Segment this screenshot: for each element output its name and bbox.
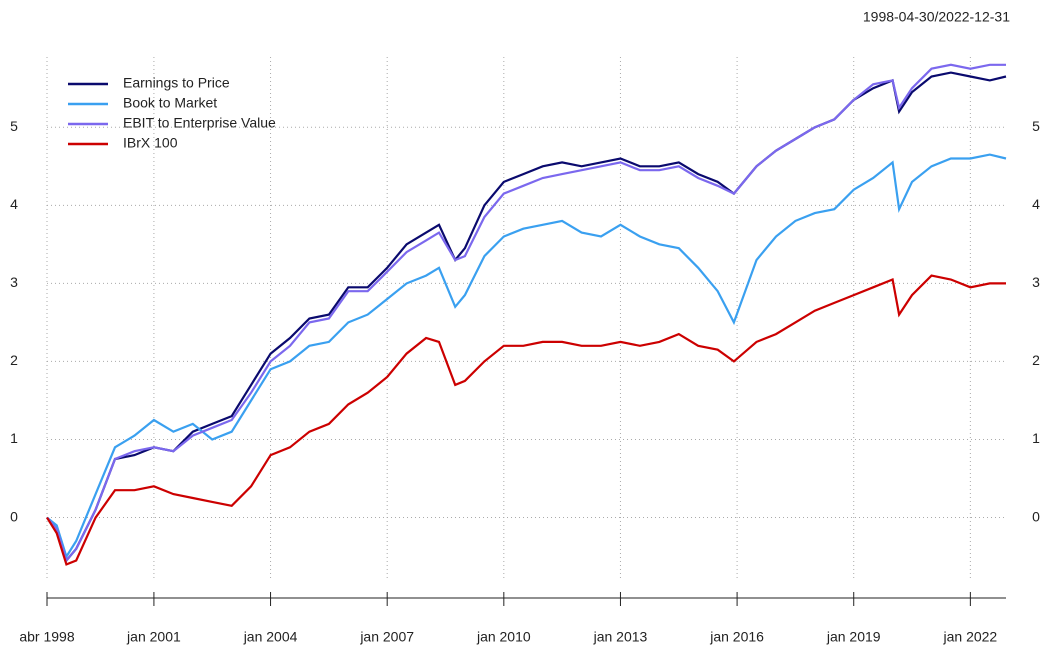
legend-label: EBIT to Enterprise Value <box>123 115 276 131</box>
y2-tick-label: 1 <box>1032 430 1040 446</box>
y2-tick-label: 2 <box>1032 352 1040 368</box>
series-line <box>46 71 1007 563</box>
chart-title: 1998-04-30/2022-12-31 <box>863 9 1010 25</box>
x-tick-label: jan 2013 <box>593 629 648 645</box>
x-tick-label: jan 2022 <box>943 629 998 645</box>
x-tick-label: jan 2004 <box>243 629 298 645</box>
series-line <box>46 274 1006 566</box>
series-line <box>46 63 1006 563</box>
x-tick-label: jan 2019 <box>826 629 881 645</box>
y2-tick-label: 4 <box>1032 196 1040 212</box>
y-tick-label: 1 <box>10 430 18 446</box>
x-tick-label: abr 1998 <box>19 629 74 645</box>
y2-tick-label: 0 <box>1032 508 1040 524</box>
x-tick-label: jan 2007 <box>359 629 414 645</box>
y2-tick-label: 5 <box>1032 118 1040 134</box>
legend-label: IBrX 100 <box>123 135 178 151</box>
legend-label: Earnings to Price <box>123 75 230 91</box>
y2-tick-label: 3 <box>1032 274 1040 290</box>
legend-label: Book to Market <box>123 95 217 111</box>
y-tick-label: 3 <box>10 274 18 290</box>
x-tick-label: jan 2016 <box>709 629 764 645</box>
series-line <box>46 153 1007 560</box>
x-tick-label: jan 2001 <box>126 629 181 645</box>
y-tick-label: 0 <box>10 508 18 524</box>
y-tick-label: 5 <box>10 118 18 134</box>
x-tick-label: jan 2010 <box>476 629 531 645</box>
y-tick-label: 4 <box>10 196 18 212</box>
y-tick-label: 2 <box>10 352 18 368</box>
